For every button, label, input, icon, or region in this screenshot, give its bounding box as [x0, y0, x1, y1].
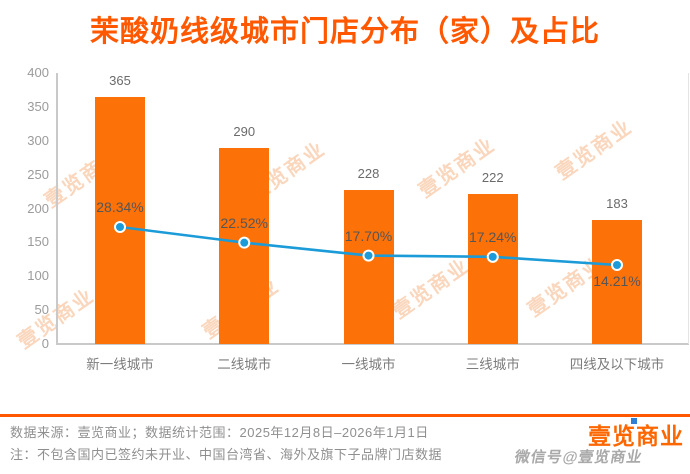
y-axis-tick: 400: [27, 65, 49, 80]
data-point-marker: [114, 220, 126, 233]
logo-accent-square: [631, 418, 637, 424]
x-axis-label: 一线城市: [341, 357, 396, 372]
x-axis-label: 四线及以下城市: [569, 357, 665, 372]
trend-line-layer: [114, 220, 623, 271]
brand-logo-text: 壹览商业: [588, 423, 684, 449]
data-scope-note: 注：不包含国内已签约未开业、中国台湾省、海外及旗下子品牌门店数据: [10, 447, 443, 462]
bar: [95, 96, 145, 344]
y-axis-tick: 250: [27, 166, 49, 182]
percent-label: 17.24%: [469, 228, 517, 245]
chart-title: 茉酸奶线级城市门店分布（家）及占比: [89, 16, 600, 48]
data-point-marker: [238, 236, 251, 249]
bar-value-label: 290: [233, 123, 256, 139]
bar-value-label: 228: [357, 165, 380, 181]
data-point-marker: [486, 250, 499, 263]
bar: [592, 220, 642, 344]
bar: [467, 193, 518, 344]
x-axis-line: [56, 343, 689, 345]
x-axis-label: 二线城市: [217, 357, 272, 372]
brand-wechat-handle: 微信号@壹览商业: [513, 449, 645, 466]
y-axis-tick: 100: [27, 268, 49, 284]
bar-value-label: 183: [606, 196, 628, 212]
percent-label: 28.34%: [96, 198, 144, 215]
y-axis-tick: 50: [34, 302, 49, 318]
data-source-note: 数据来源：壹览商业；数据统计范围：2025年12月8日–2026年1月1日: [10, 425, 429, 440]
x-axis-label: 三线城市: [465, 357, 520, 372]
plot-right-border: [688, 73, 689, 344]
data-point-marker: [611, 258, 623, 271]
y-axis-tick: 150: [27, 234, 49, 250]
bar-value-label: 365: [109, 72, 131, 88]
percent-label: 17.70%: [344, 227, 393, 244]
percent-label: 22.52%: [220, 214, 268, 231]
footer-divider: [0, 414, 690, 417]
x-axis-label: 新一线城市: [86, 357, 154, 372]
data-point-marker: [362, 249, 375, 262]
y-axis-tick: 300: [27, 132, 49, 148]
y-axis-line: [56, 73, 58, 345]
y-axis-tick: 200: [27, 200, 49, 216]
percent-label: 14.21%: [593, 272, 641, 289]
y-axis-tick: 0: [41, 336, 49, 351]
bar: [343, 189, 394, 344]
brand-logo: 壹览商业: [588, 417, 684, 451]
y-axis-tick: 350: [27, 98, 49, 114]
bar-value-label: 222: [481, 169, 504, 185]
